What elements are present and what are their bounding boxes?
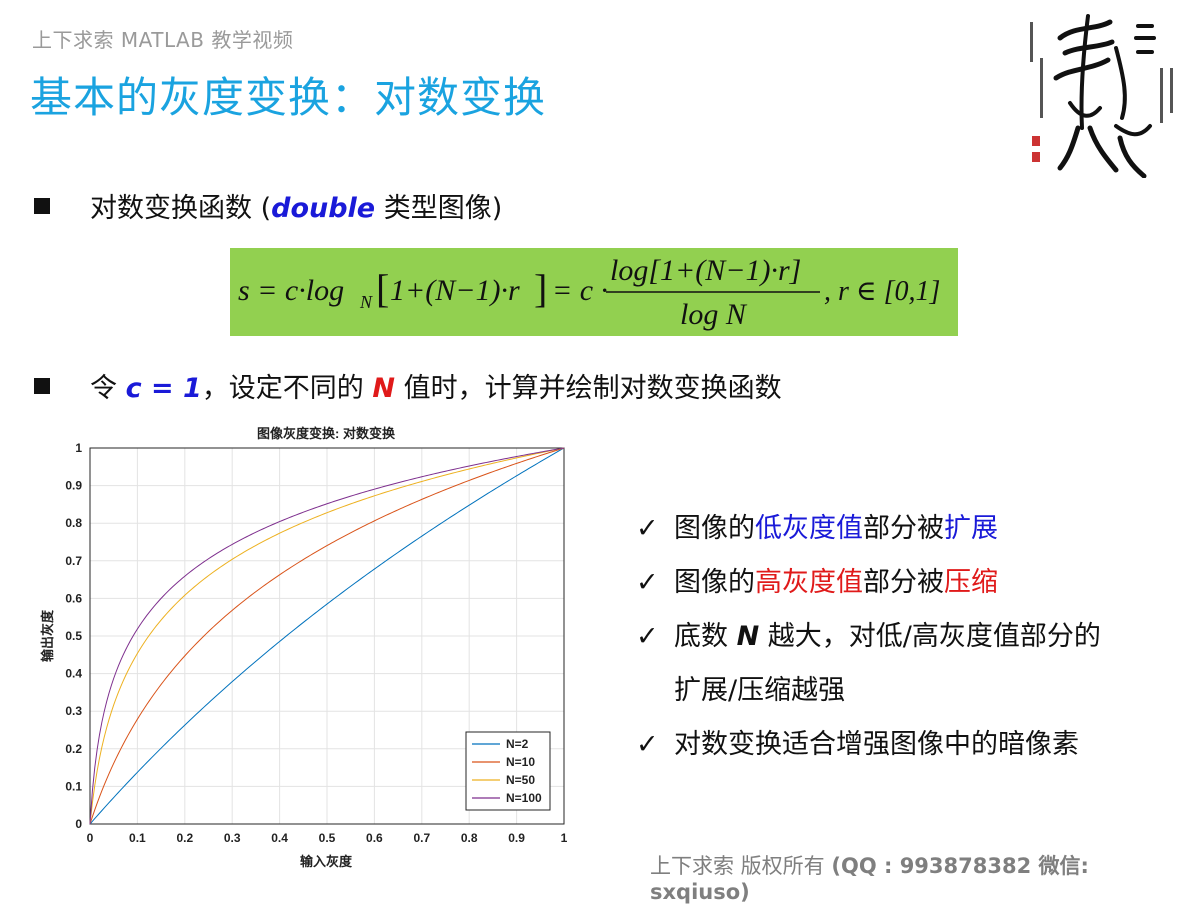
formula-eq2: = c · <box>552 274 608 307</box>
bullet2-n: N <box>372 373 396 404</box>
formula-bracket-right: ] <box>534 266 547 311</box>
bullet1-text-before: 对数变换函数 ( <box>90 193 272 224</box>
check3-n: N <box>736 621 760 652</box>
bullet-log-function: 对数变换函数 (double 类型图像) <box>34 186 502 225</box>
bullet-compute-plot: 令 c = 1，设定不同的 N 值时，计算并绘制对数变换函数 <box>34 366 782 405</box>
legend-label: N=100 <box>506 791 542 805</box>
formula-domain: , r ∈ [0,1] <box>824 276 940 307</box>
x-tick-label: 0.1 <box>129 831 146 845</box>
x-tick-label: 0.8 <box>461 831 478 845</box>
chart-ylabel: 输出灰度 <box>40 609 55 662</box>
x-tick-label: 0.7 <box>413 831 430 845</box>
calligraphy-seal-logo <box>1030 14 1173 178</box>
check-item-base: ✓ 底数 N 越大，对低/高灰度值部分的 <box>636 610 1176 664</box>
check3-a: 底数 <box>674 621 737 652</box>
bullet-square <box>34 377 50 394</box>
check-icon: ✓ <box>636 729 659 760</box>
x-tick-label: 0.4 <box>271 831 288 845</box>
legend-box <box>465 731 551 811</box>
check1-b: 低灰度值 <box>755 513 863 544</box>
bullet2-c-eq: c = 1 <box>125 373 202 404</box>
bullet2-mid: ，设定不同的 <box>201 373 373 404</box>
check2-a: 图像的 <box>674 567 755 598</box>
x-tick-label: 0.5 <box>319 831 336 845</box>
check1-a: 图像的 <box>674 513 755 544</box>
y-tick-label: 0.2 <box>65 742 82 756</box>
check2-b: 高灰度值 <box>755 567 863 598</box>
formula-bracket-content: 1+(N−1)·r <box>390 274 520 307</box>
check-item-high: ✓ 图像的高灰度值部分被压缩 <box>636 556 1176 610</box>
page-title: 基本的灰度变换：对数变换 <box>30 73 547 122</box>
check1-c: 部分被 <box>863 513 944 544</box>
check-icon: ✓ <box>636 567 659 598</box>
formula-box: s = c·log N [ 1+(N−1)·r ] = c · log[1+(N… <box>230 248 958 336</box>
formula-numerator: log[1+(N−1)·r] <box>610 254 801 287</box>
y-tick-label: 0.1 <box>65 779 82 793</box>
header-brand: 上下求索 MATLAB 教学视频 <box>32 28 294 52</box>
bullet-square <box>34 197 50 214</box>
log-transform-chart: 图像灰度变换: 对数变换 输入灰度 输出灰度 0 0.1 0.2 0.3 0.4 0.5 0… <box>36 420 596 880</box>
x-tick-label: 0.9 <box>508 831 525 845</box>
check3-b: 越大，对低/高灰度值部分的 <box>759 621 1101 652</box>
bullet1-keyword: double <box>271 193 376 224</box>
log-formula: s = c·log N [ 1+(N−1)·r ] = c · log[1+(N… <box>238 254 940 331</box>
chart-xlabel: 输入灰度 <box>300 854 353 869</box>
check-item-low: ✓ 图像的低灰度值部分被扩展 <box>636 502 1176 556</box>
bullet1-text-after: 类型图像) <box>375 193 503 224</box>
y-tick-label: 0.6 <box>65 591 82 605</box>
bullet2-suffix: 值时，计算并绘制对数变换函数 <box>395 373 782 404</box>
chart-svg: 图像灰度变换: 对数变换 输入灰度 输出灰度 0 0.1 0.2 0.3 0.4 0.5 0… <box>40 426 568 869</box>
x-tick-label: 1 <box>561 831 568 845</box>
check1-d: 扩展 <box>944 513 998 544</box>
legend-label: N=50 <box>506 773 535 787</box>
x-tick-label: 0.2 <box>176 831 193 845</box>
series-line-n-2 <box>89 447 565 825</box>
y-tick-label: 0.4 <box>65 667 82 681</box>
plot-frame <box>89 447 565 825</box>
check-icon: ✓ <box>636 513 659 544</box>
footer-text: 上下求索 版权所有 <box>650 854 825 878</box>
legend-label: N=10 <box>506 755 535 769</box>
footer-copyright: 上下求索 版权所有 (QQ : 993878382 微信: sxqiuso) <box>650 850 1192 904</box>
y-tick-label: 0.9 <box>65 479 82 493</box>
series-line-n-100 <box>89 447 565 825</box>
series-line-n-10 <box>89 447 565 825</box>
y-tick-label: 0.7 <box>65 554 82 568</box>
bullet2-prefix: 令 <box>90 373 126 404</box>
formula-denominator: log N <box>680 298 748 331</box>
check2-c: 部分被 <box>863 567 944 598</box>
y-tick-label: 0 <box>75 817 82 831</box>
y-tick-label: 0.3 <box>65 704 82 718</box>
check4-text: 对数变换适合增强图像中的暗像素 <box>674 729 1079 760</box>
series-line-n-50 <box>89 447 565 825</box>
formula-sub-n: N <box>359 292 373 312</box>
y-tick-label: 1 <box>75 441 82 455</box>
legend-label: N=2 <box>506 737 529 751</box>
check-item-dark-pixels: ✓ 对数变换适合增强图像中的暗像素 <box>636 718 1176 772</box>
x-tick-label: 0.6 <box>366 831 383 845</box>
chart-title: 图像灰度变换: 对数变换 <box>257 426 396 441</box>
check2-d: 压缩 <box>944 567 998 598</box>
y-tick-label: 0.8 <box>65 516 82 530</box>
check-icon: ✓ <box>636 621 659 652</box>
y-tick-label: 0.5 <box>65 629 82 643</box>
observation-list: ✓ 图像的低灰度值部分被扩展 ✓ 图像的高灰度值部分被压缩 ✓ 底数 N 越大，… <box>636 502 1176 772</box>
formula-bracket-left: [ <box>376 266 389 311</box>
formula-lhs: s = c·log <box>238 274 344 307</box>
x-tick-label: 0 <box>87 831 94 845</box>
check3-continuation: 扩展/压缩越强 <box>674 675 846 706</box>
x-tick-label: 0.3 <box>224 831 241 845</box>
